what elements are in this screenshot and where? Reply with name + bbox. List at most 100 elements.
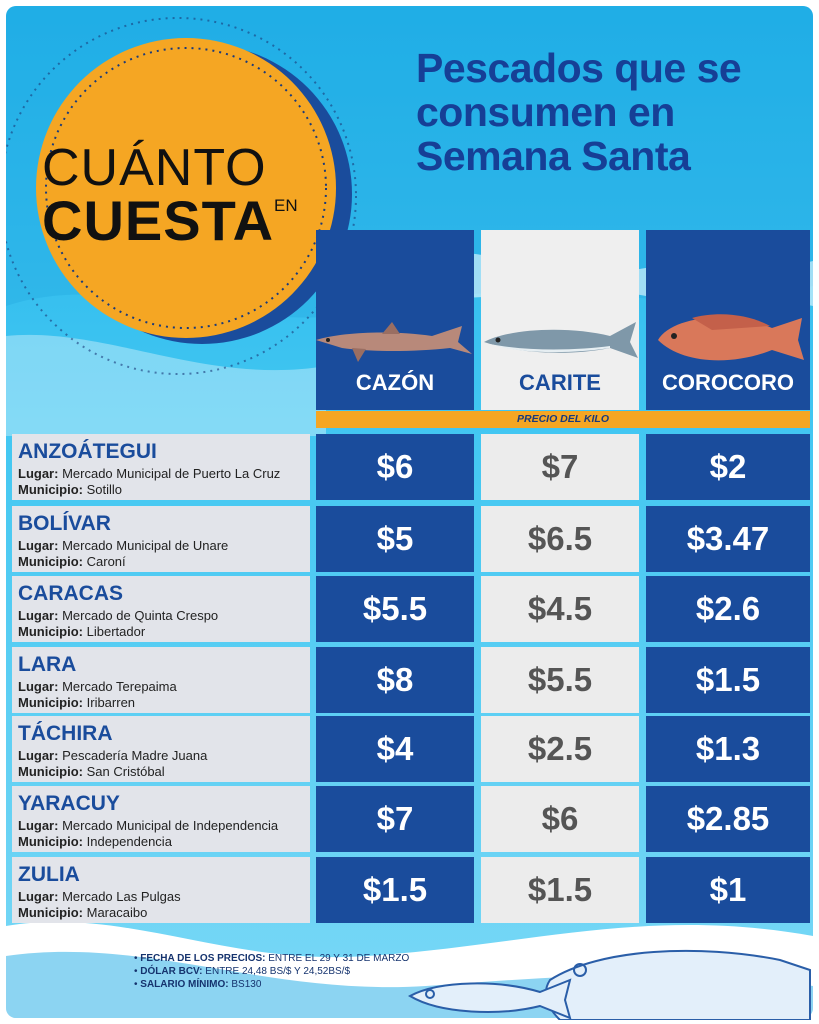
column-name-carite: CARITE bbox=[519, 370, 601, 395]
municipio-label: Municipio: bbox=[18, 482, 83, 497]
row-label: TÁCHIRA Lugar: Pescadería Madre Juana Muni… bbox=[12, 716, 310, 782]
municipio-line: Municipio: San Cristóbal bbox=[18, 764, 165, 779]
row-label: ZULIA Lugar: Mercado Las Pulgas Municipio:… bbox=[12, 857, 310, 923]
lugar-value: Mercado Municipal de Unare bbox=[62, 538, 229, 553]
lugar-value: Pescadería Madre Juana bbox=[62, 748, 208, 763]
footer-notes: • FECHA DE LOS PRECIOS: ENTRE EL 29 Y 31… bbox=[134, 953, 409, 992]
lugar-value: Mercado Las Pulgas bbox=[62, 889, 181, 904]
price-cell-cazón: $4 bbox=[316, 716, 474, 782]
footer-dollar-label: DÓLAR BCV: bbox=[140, 966, 203, 977]
lugar-label: Lugar: bbox=[18, 889, 59, 904]
page-title: Pescados que se consumen en Semana Santa bbox=[416, 45, 742, 179]
badge-small-en: EN bbox=[274, 196, 298, 215]
lugar-line: Lugar: Mercado Municipal de Puerto La Cr… bbox=[18, 466, 280, 481]
municipio-value: San Cristóbal bbox=[86, 764, 165, 779]
price-cell-corocoro: $2.85 bbox=[646, 786, 810, 852]
municipio-line: Municipio: Iribarren bbox=[18, 695, 135, 710]
price-per-kilo-label: PRECIO DEL KILO bbox=[316, 411, 810, 428]
municipio-label: Municipio: bbox=[18, 834, 83, 849]
lugar-value: Mercado de Quinta Crespo bbox=[62, 608, 219, 623]
municipio-label: Municipio: bbox=[18, 905, 83, 920]
municipio-value: Independencia bbox=[86, 834, 172, 849]
lugar-line: Lugar: Mercado Municipal de Independenci… bbox=[18, 818, 278, 833]
row-label: YARACUY Lugar: Mercado Municipal de Indep… bbox=[12, 786, 310, 852]
price-cell-carite: $6 bbox=[481, 786, 639, 852]
state-name: CARACAS bbox=[18, 582, 123, 605]
municipio-value: Iribarren bbox=[86, 695, 136, 710]
footer-date-value: ENTRE EL 29 Y 31 DE MARZO bbox=[268, 953, 410, 964]
price-cell-carite: $2.5 bbox=[481, 716, 639, 782]
snapper-fish-icon bbox=[658, 314, 804, 361]
column-name-cazon: CAZÓN bbox=[355, 370, 435, 395]
lugar-line: Lugar: Mercado Las Pulgas bbox=[18, 889, 181, 904]
price-cell-cazón: $5.5 bbox=[316, 576, 474, 642]
lugar-label: Lugar: bbox=[18, 679, 59, 694]
lugar-label: Lugar: bbox=[18, 748, 59, 763]
price-cell-corocoro: $1.3 bbox=[646, 716, 810, 782]
municipio-value: Libertador bbox=[86, 624, 146, 639]
state-name: BOLÍVAR bbox=[18, 512, 111, 535]
lugar-line: Lugar: Mercado Terepaima bbox=[18, 679, 177, 694]
price-cell-cazón: $7 bbox=[316, 786, 474, 852]
lugar-label: Lugar: bbox=[18, 466, 59, 481]
lugar-line: Lugar: Mercado de Quinta Crespo bbox=[18, 608, 218, 623]
decorative-fish-icon bbox=[407, 949, 811, 1020]
price-cell-corocoro: $2 bbox=[646, 434, 810, 500]
row-label: ANZOÁTEGUI Lugar: Mercado Municipal de Pu… bbox=[12, 434, 310, 500]
column-header-carite bbox=[481, 230, 639, 410]
state-name: LARA bbox=[18, 653, 77, 676]
price-cell-carite: $6.5 bbox=[481, 506, 639, 572]
municipio-label: Municipio: bbox=[18, 554, 83, 569]
lugar-label: Lugar: bbox=[18, 538, 59, 553]
price-cell-cazón: $5 bbox=[316, 506, 474, 572]
price-cell-cazón: $1.5 bbox=[316, 857, 474, 923]
municipio-line: Municipio: Sotillo bbox=[18, 482, 122, 497]
municipio-value: Maracaibo bbox=[86, 905, 148, 920]
price-cell-corocoro: $3.47 bbox=[646, 506, 810, 572]
price-cell-cazón: $6 bbox=[316, 434, 474, 500]
state-name: YARACUY bbox=[18, 792, 120, 815]
column-header-cazon bbox=[316, 230, 474, 410]
row-label: CARACAS Lugar: Mercado de Quinta Crespo Mu… bbox=[12, 576, 310, 642]
state-name: TÁCHIRA bbox=[18, 722, 113, 745]
lugar-line: Lugar: Mercado Municipal de Unare bbox=[18, 538, 228, 553]
municipio-line: Municipio: Independencia bbox=[18, 834, 172, 849]
badge-graphic bbox=[6, 17, 357, 375]
lugar-value: Mercado Terepaima bbox=[62, 679, 177, 694]
price-cell-cazón: $8 bbox=[316, 647, 474, 713]
price-cell-corocoro: $1 bbox=[646, 857, 810, 923]
footer-date-note: • FECHA DE LOS PRECIOS: ENTRE EL 29 Y 31… bbox=[134, 953, 410, 964]
municipio-line: Municipio: Caroní bbox=[18, 554, 126, 569]
footer-wage-value: BS130 bbox=[231, 979, 262, 990]
footer-date-label: FECHA DE LOS PRECIOS: bbox=[140, 953, 266, 964]
price-cell-corocoro: $1.5 bbox=[646, 647, 810, 713]
lugar-line: Lugar: Pescadería Madre Juana bbox=[18, 748, 207, 763]
municipio-value: Caroní bbox=[86, 554, 126, 569]
row-label: BOLÍVAR Lugar: Mercado Municipal de Unare… bbox=[12, 506, 310, 572]
municipio-line: Municipio: Libertador bbox=[18, 624, 145, 639]
municipio-label: Municipio: bbox=[18, 695, 83, 710]
lugar-value: Mercado Municipal de Independencia bbox=[62, 818, 279, 833]
price-cell-carite: $1.5 bbox=[481, 857, 639, 923]
column-name-corocoro: COROCORO bbox=[662, 370, 794, 395]
municipio-label: Municipio: bbox=[18, 764, 83, 779]
lugar-label: Lugar: bbox=[18, 608, 59, 623]
state-name: ZULIA bbox=[18, 863, 80, 886]
lugar-label: Lugar: bbox=[18, 818, 59, 833]
municipio-label: Municipio: bbox=[18, 624, 83, 639]
price-cell-carite: $7 bbox=[481, 434, 639, 500]
row-label: LARA Lugar: Mercado Terepaima Municipio: I… bbox=[12, 647, 310, 713]
badge-line-1: CUÁNTO bbox=[42, 139, 267, 197]
state-name: ANZOÁTEGUI bbox=[18, 440, 157, 463]
municipio-value: Sotillo bbox=[86, 482, 123, 497]
price-cell-corocoro: $2.6 bbox=[646, 576, 810, 642]
mackerel-fish-icon bbox=[484, 322, 638, 358]
lugar-value: Mercado Municipal de Puerto La Cruz bbox=[62, 466, 281, 481]
municipio-line: Municipio: Maracaibo bbox=[18, 905, 147, 920]
badge-line-2: CUESTA bbox=[42, 189, 275, 252]
footer-wage-note: • SALARIO MÍNIMO: BS130 bbox=[134, 979, 262, 990]
footer-dollar-note: • DÓLAR BCV: ENTRE 24,48 BS/$ Y 24,52BS/… bbox=[134, 966, 351, 977]
price-cell-carite: $5.5 bbox=[481, 647, 639, 713]
shark-fish-icon bbox=[316, 322, 472, 362]
price-cell-carite: $4.5 bbox=[481, 576, 639, 642]
